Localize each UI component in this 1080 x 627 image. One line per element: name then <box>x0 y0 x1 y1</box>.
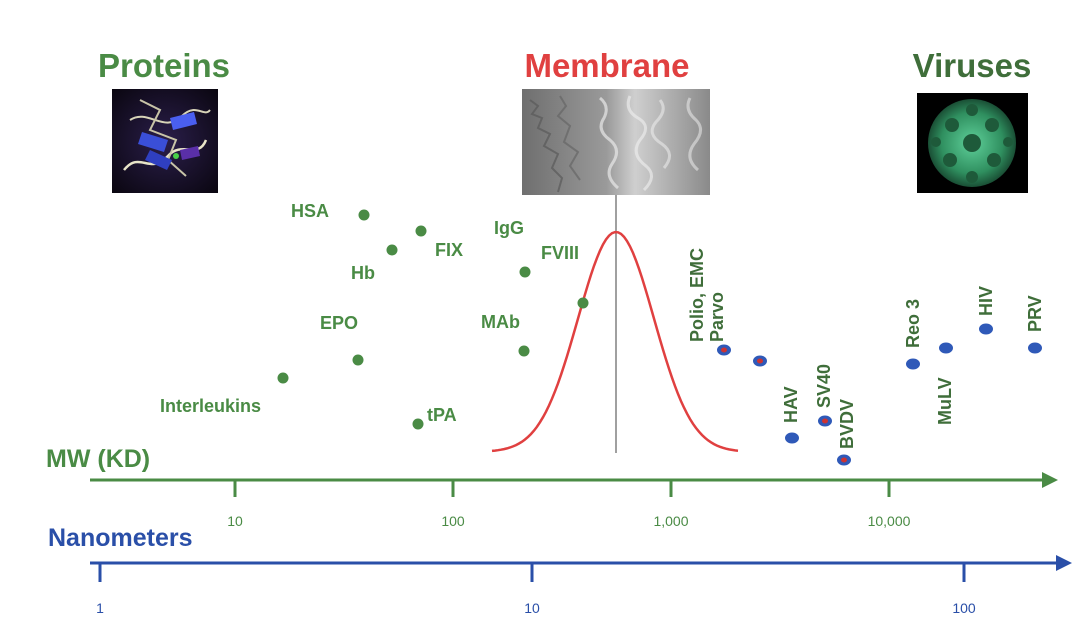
mw-tick-label-0: 10 <box>227 513 243 529</box>
membrane-header: Membrane <box>524 47 689 84</box>
label-interleukins: Interleukins <box>160 396 261 416</box>
nm-axis: 1 10 100 <box>90 555 1072 616</box>
nm-axis-title: Nanometers <box>48 524 193 552</box>
point-bvdv-core <box>841 457 847 463</box>
point-parvo-core <box>757 358 763 364</box>
label-mab: MAb <box>481 312 520 332</box>
label-epo: EPO <box>320 313 358 333</box>
label-mulv: MuLV <box>935 377 955 425</box>
protein-labels: HSA FIX Hb IgG FVIII EPO MAb Interleukin… <box>160 201 579 425</box>
viruses-header: Viruses <box>913 47 1032 84</box>
point-mulv <box>939 342 953 354</box>
label-hsa: HSA <box>291 201 329 221</box>
membrane-retention-curve <box>491 230 739 453</box>
point-interleukins <box>277 372 289 384</box>
mw-tick-label-1: 100 <box>441 513 465 529</box>
point-epo <box>352 354 364 366</box>
nm-tick-label-1: 10 <box>524 600 540 616</box>
label-hav: HAV <box>781 386 801 423</box>
label-tpa: tPA <box>427 405 457 425</box>
nm-axis-arrow <box>1056 555 1072 571</box>
point-mab <box>518 345 530 357</box>
nm-tick-label-0: 1 <box>96 600 104 616</box>
membrane-sem-image <box>522 89 710 195</box>
point-hsa <box>358 209 370 221</box>
label-fix: FIX <box>435 240 463 260</box>
point-tpa <box>412 418 424 430</box>
proteins-header: Proteins <box>98 47 230 84</box>
label-reo3: Reo 3 <box>903 299 923 348</box>
nm-tick-label-2: 100 <box>952 600 976 616</box>
point-hav <box>785 432 799 444</box>
point-hiv <box>979 323 993 335</box>
label-hb: Hb <box>351 263 375 283</box>
point-igg <box>519 266 531 278</box>
virus-points <box>717 323 1042 466</box>
point-hb <box>386 244 398 256</box>
label-fviii: FVIII <box>541 243 579 263</box>
mw-axis: 10 100 1,000 10,000 <box>90 472 1058 529</box>
label-igg: IgG <box>494 218 524 238</box>
virus-labels: Polio, EMC Parvo HAV SV40 BVDV Reo 3 MuL… <box>687 248 1045 449</box>
virus-particle-image <box>917 93 1028 193</box>
point-reo3 <box>906 358 920 370</box>
label-bvdv: BVDV <box>837 399 857 449</box>
label-parvo: Parvo <box>707 292 727 342</box>
label-polio-emc: Polio, EMC <box>687 248 707 342</box>
point-prv <box>1028 342 1042 354</box>
protein-points <box>277 209 589 430</box>
protein-structure-image <box>112 89 218 193</box>
point-fix <box>415 225 427 237</box>
mw-axis-arrow <box>1042 472 1058 488</box>
mw-tick-label-3: 10,000 <box>868 513 911 529</box>
label-prv: PRV <box>1025 295 1045 332</box>
point-sv40-core <box>822 418 828 424</box>
label-hiv: HIV <box>976 286 996 316</box>
mw-axis-title: MW (KD) <box>46 445 150 473</box>
point-polio-emc-core <box>721 347 727 353</box>
point-fviii <box>577 297 589 309</box>
mw-tick-label-2: 1,000 <box>653 513 688 529</box>
label-sv40: SV40 <box>814 364 834 408</box>
